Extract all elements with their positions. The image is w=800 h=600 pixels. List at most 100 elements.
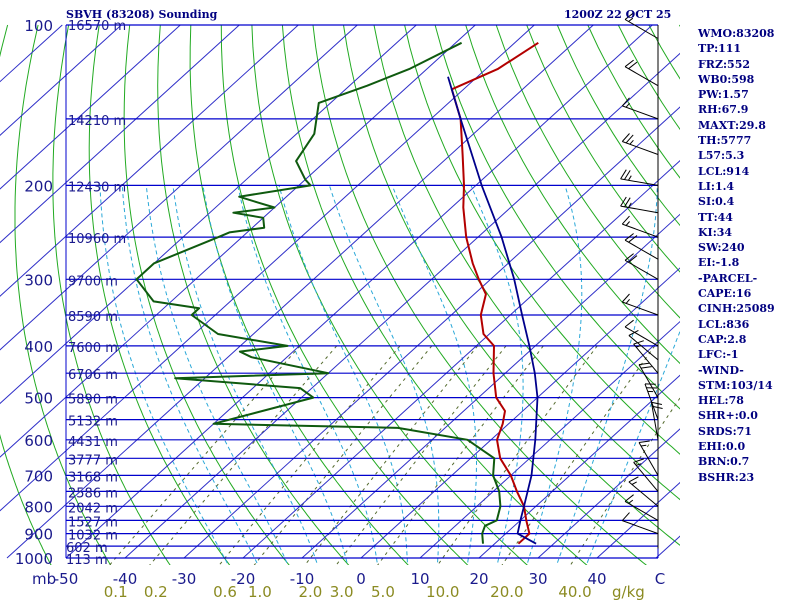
temperature-tick-label: -50 — [54, 570, 79, 588]
wind-barb — [638, 362, 659, 398]
mixing-ratio-label: 0.6 — [213, 583, 237, 600]
mixing-ratio-label: 1.0 — [248, 583, 272, 600]
wind-barb-staff — [644, 383, 659, 420]
isotherm — [478, 374, 680, 559]
height-label: 16570 m — [68, 19, 126, 34]
mixing-ratio-line — [501, 345, 656, 565]
mixing-ratio-line — [149, 345, 338, 565]
index-entry: TP:111 — [698, 42, 742, 56]
index-entry: CINH:25089 — [698, 302, 775, 316]
isotherm — [0, 24, 358, 351]
dry-adiabat — [281, 24, 588, 565]
index-entry: TH:5777 — [698, 134, 752, 148]
index-entry: CAP:2.8 — [698, 332, 747, 346]
wind-barb-staff — [622, 141, 659, 155]
wind-barb-flag — [625, 134, 634, 144]
temperature-tick-label: 0 — [356, 570, 366, 588]
wind-barb-flag — [621, 133, 630, 142]
wind-barb-staff — [638, 442, 659, 476]
wind-barb — [624, 233, 659, 260]
wind-barb-half-flag — [628, 499, 634, 504]
index-entry: PW:1.57 — [698, 88, 749, 102]
pressure-tick-label: 100 — [24, 17, 53, 35]
wind-barb — [628, 329, 659, 361]
moist-adiabat — [526, 185, 583, 565]
wind-barb-flag — [624, 12, 634, 20]
temperature-tick-label: 40 — [587, 570, 606, 588]
dry-adiabat — [495, 24, 680, 319]
index-entry: RH:67.9 — [698, 103, 749, 117]
index-entry: LI:1.4 — [698, 179, 735, 193]
wind-barb-flag — [628, 255, 638, 263]
wind-barb — [620, 169, 659, 186]
dry-adiabat — [312, 24, 647, 565]
dry-adiabat — [52, 24, 171, 565]
dry-adiabat — [251, 24, 528, 565]
wind-barb-flag — [624, 253, 634, 261]
index-entry: SHR+:0.0 — [698, 409, 758, 423]
height-label: 5132 m — [68, 415, 118, 430]
dry-adiabat — [343, 24, 680, 546]
index-entry: LCL:914 — [698, 164, 750, 178]
isotherm — [537, 428, 680, 559]
sounding-timestamp: 1200Z 22 OCT 25 — [564, 8, 672, 21]
isotherm — [0, 24, 122, 136]
wind-barb-staff — [624, 19, 659, 39]
wind-barb-flag — [633, 458, 644, 463]
pressure-tick-label: 800 — [24, 498, 53, 516]
wind-barb — [621, 97, 659, 120]
wind-barb — [621, 512, 659, 535]
index-entry: TT:44 — [698, 210, 733, 224]
pressure-tick-label: 500 — [24, 390, 53, 408]
wind-barb-staff — [650, 402, 659, 440]
index-entry: WB0:598 — [698, 72, 755, 86]
wind-barb-staff — [622, 520, 659, 535]
mixing-ratio-label: 0.1 — [104, 583, 128, 600]
moist-adiabat — [470, 185, 524, 565]
index-entry: BRN:0.7 — [698, 455, 750, 469]
wind-barb — [638, 440, 659, 476]
wind-barb — [633, 340, 659, 374]
index-entry: STM:103/14 — [698, 378, 773, 392]
dry-adiabat — [465, 24, 680, 365]
mixing-ratio-label: 0.2 — [144, 583, 168, 600]
dewpoint-line — [135, 41, 502, 544]
wind-barb-flag — [621, 293, 630, 303]
isotherm — [0, 24, 240, 244]
mixing-ratio-line — [253, 345, 433, 565]
wind-barb-flag — [638, 440, 650, 443]
moist-adiabat — [172, 185, 319, 565]
temperature-axis-unit: C — [655, 570, 665, 588]
mixing-ratio-label: 2.0 — [298, 583, 322, 600]
wind-barb-flag — [628, 476, 639, 483]
height-label: 8590 m — [68, 310, 118, 325]
wind-barb-half-flag — [640, 444, 647, 447]
wind-barb-flag — [624, 59, 634, 68]
wind-barb-flag — [620, 196, 627, 207]
wind-barb — [624, 253, 659, 280]
wind-barb-half-flag — [628, 175, 632, 181]
isotherm — [419, 320, 680, 559]
height-label: 12430 m — [68, 180, 126, 195]
wind-barb-staff — [624, 259, 659, 280]
index-entry: MAXT:29.8 — [698, 118, 766, 132]
isotherm — [65, 24, 653, 559]
temperature-tick-label: -20 — [231, 570, 256, 588]
height-label: 3777 m — [68, 453, 118, 468]
dry-adiabat — [434, 24, 680, 410]
height-label: 4431 m — [68, 435, 118, 450]
moist-adiabat — [202, 185, 349, 565]
wind-barb-staff — [624, 326, 659, 347]
isotherm — [360, 267, 680, 559]
wind-barb-staff — [633, 461, 659, 492]
wind-barb-flag — [640, 366, 652, 369]
index-entry: -WIND- — [698, 363, 744, 377]
height-label: 113 m — [66, 553, 108, 568]
isotherm — [0, 24, 181, 190]
mixing-ratio-label: 20.0 — [490, 583, 523, 600]
wind-barb-staff — [624, 66, 659, 87]
isotherm — [0, 24, 299, 297]
moist-adiabat — [99, 185, 229, 565]
wind-barb-flag — [620, 169, 627, 180]
